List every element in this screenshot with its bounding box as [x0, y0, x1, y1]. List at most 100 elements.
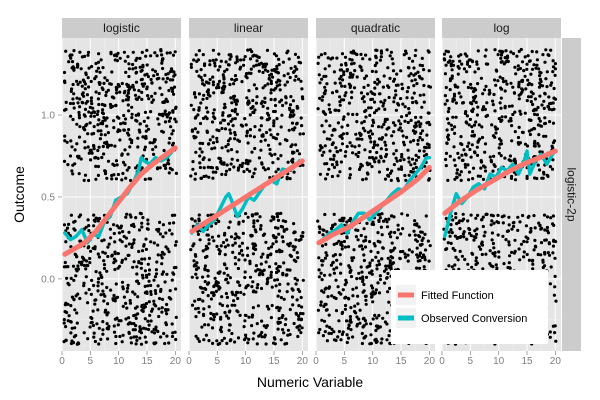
scatter-point [135, 265, 139, 269]
scatter-point [424, 146, 428, 150]
scatter-point [399, 232, 403, 236]
scatter-point [233, 107, 237, 111]
scatter-point [283, 323, 287, 327]
scatter-point [272, 109, 276, 114]
scatter-point [401, 134, 405, 138]
scatter-point [96, 173, 100, 177]
scatter-point [300, 326, 304, 330]
scatter-point [356, 302, 360, 306]
scatter-point [288, 115, 292, 119]
scatter-point [527, 59, 532, 64]
scatter-point [146, 227, 150, 231]
facet-strip-background [316, 18, 435, 38]
scatter-point [225, 238, 229, 242]
scatter-point [325, 162, 329, 166]
scatter-point [473, 229, 477, 233]
scatter-point [345, 333, 349, 337]
scatter-point [411, 59, 415, 63]
scatter-point [143, 145, 147, 149]
scatter-point [474, 232, 479, 236]
scatter-point [265, 304, 269, 308]
scatter-point [362, 100, 366, 104]
scatter-point [170, 232, 174, 236]
scatter-point [268, 128, 272, 132]
scatter-point [143, 177, 147, 181]
scatter-point [418, 251, 423, 255]
scatter-point [169, 297, 173, 301]
scatter-point [301, 97, 305, 101]
scatter-point [284, 96, 288, 100]
scatter-point [252, 111, 256, 115]
scatter-point [291, 303, 295, 307]
scatter-point [202, 174, 206, 179]
scatter-point [374, 328, 378, 333]
scatter-point [498, 101, 502, 105]
scatter-point [140, 221, 144, 225]
scatter-point [135, 338, 139, 342]
scatter-point [387, 334, 391, 338]
scatter-point [317, 55, 321, 59]
scatter-point [233, 110, 237, 114]
scatter-point [278, 282, 282, 286]
scatter-point [384, 133, 388, 137]
scatter-point [146, 116, 150, 120]
scatter-point [227, 226, 231, 230]
scatter-point [125, 306, 129, 310]
scatter-point [549, 101, 553, 105]
scatter-point [469, 86, 474, 90]
scatter-point [131, 85, 135, 89]
scatter-point [480, 125, 484, 129]
scatter-point [295, 104, 299, 109]
scatter-point [123, 163, 127, 167]
scatter-point [374, 337, 378, 341]
scatter-point [291, 114, 295, 118]
scatter-point [130, 116, 134, 120]
scatter-point [318, 148, 322, 152]
scatter-point [207, 81, 211, 85]
scatter-point [325, 324, 329, 328]
scatter-point [538, 94, 542, 98]
scatter-point [235, 309, 239, 313]
scatter-point [485, 212, 489, 216]
scatter-point [70, 169, 74, 173]
scatter-point [325, 308, 329, 312]
scatter-point [450, 265, 454, 269]
scatter-point [131, 290, 135, 294]
scatter-point [453, 177, 457, 181]
scatter-point [387, 217, 391, 221]
scatter-point [143, 284, 147, 288]
scatter-point [146, 94, 150, 98]
scatter-point [369, 322, 373, 326]
scatter-point [263, 100, 267, 104]
scatter-point [444, 85, 448, 90]
scatter-point [138, 336, 142, 340]
scatter-point [338, 95, 342, 99]
scatter-point [507, 104, 511, 108]
scatter-point [466, 262, 470, 266]
scatter-point [335, 150, 340, 154]
scatter-point [124, 244, 128, 248]
scatter-point [458, 227, 462, 231]
scatter-point [89, 79, 93, 84]
scatter-point [71, 97, 75, 101]
scatter-point [409, 72, 413, 76]
scatter-point [152, 241, 156, 245]
scatter-point [395, 72, 399, 76]
scatter-point [229, 119, 233, 123]
scatter-point [127, 230, 131, 234]
scatter-point [513, 65, 517, 69]
scatter-point [492, 246, 496, 250]
scatter-point [204, 244, 208, 248]
scatter-point [235, 55, 239, 59]
scatter-point [338, 103, 342, 107]
scatter-point [279, 154, 283, 158]
scatter-point [248, 134, 252, 138]
scatter-point [286, 49, 290, 53]
scatter-point [165, 334, 169, 338]
scatter-point [342, 72, 346, 77]
scatter-point [129, 321, 134, 326]
scatter-point [226, 122, 231, 126]
scatter-point [170, 278, 174, 282]
scatter-point [292, 170, 296, 174]
scatter-point [383, 281, 387, 285]
